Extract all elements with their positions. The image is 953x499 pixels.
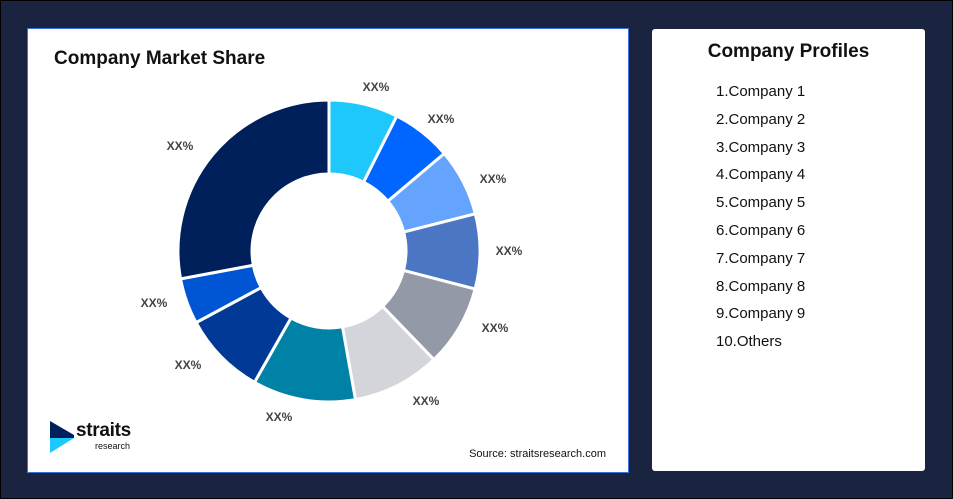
- profile-item: 5.Company 5: [716, 194, 806, 212]
- data-label: XX%: [495, 244, 523, 258]
- data-label: XX%: [140, 296, 168, 310]
- data-label: XX%: [362, 80, 390, 94]
- data-label: XX%: [427, 112, 455, 126]
- profile-item: 4.Company 4: [716, 166, 806, 184]
- donut-slice-10: [176, 98, 331, 281]
- profile-item: 10.Others: [716, 333, 782, 351]
- profile-item: 9.Company 9: [716, 305, 806, 323]
- data-label: XX%: [412, 394, 440, 408]
- profile-item: 7.Company 7: [716, 249, 806, 267]
- data-label: XX%: [481, 321, 509, 335]
- data-label: XX%: [479, 172, 507, 186]
- logo-arrow-icon: [50, 421, 74, 453]
- logo-text: straits: [76, 420, 131, 441]
- data-label: XX%: [166, 139, 194, 153]
- profile-item: 6.Company 6: [716, 221, 806, 239]
- profile-item: 3.Company 3: [716, 138, 806, 156]
- profile-item: 8.Company 8: [716, 277, 806, 295]
- market-share-panel: Company Market Share XX% XX% XX% XX% XX% XX% X…: [27, 28, 629, 473]
- data-label: XX%: [265, 410, 293, 424]
- straits-logo: straits research: [48, 420, 131, 458]
- profiles-list: 1.Company 1 2.Company 2 3.Company 3 4.Co…: [716, 81, 805, 359]
- company-profiles-panel: Company Profiles 1.Company 1 2.Company 2…: [652, 29, 925, 471]
- source-text: Source: straitsresearch.com: [469, 448, 606, 460]
- data-label: XX%: [174, 358, 202, 372]
- profile-item: 2.Company 2: [716, 110, 806, 128]
- profiles-title: Company Profiles: [707, 41, 870, 62]
- chart-title: Company Market Share: [54, 48, 266, 69]
- donut-chart: [176, 98, 482, 404]
- logo-subtext: research: [95, 441, 131, 451]
- profile-item: 1.Company 1: [716, 83, 806, 100]
